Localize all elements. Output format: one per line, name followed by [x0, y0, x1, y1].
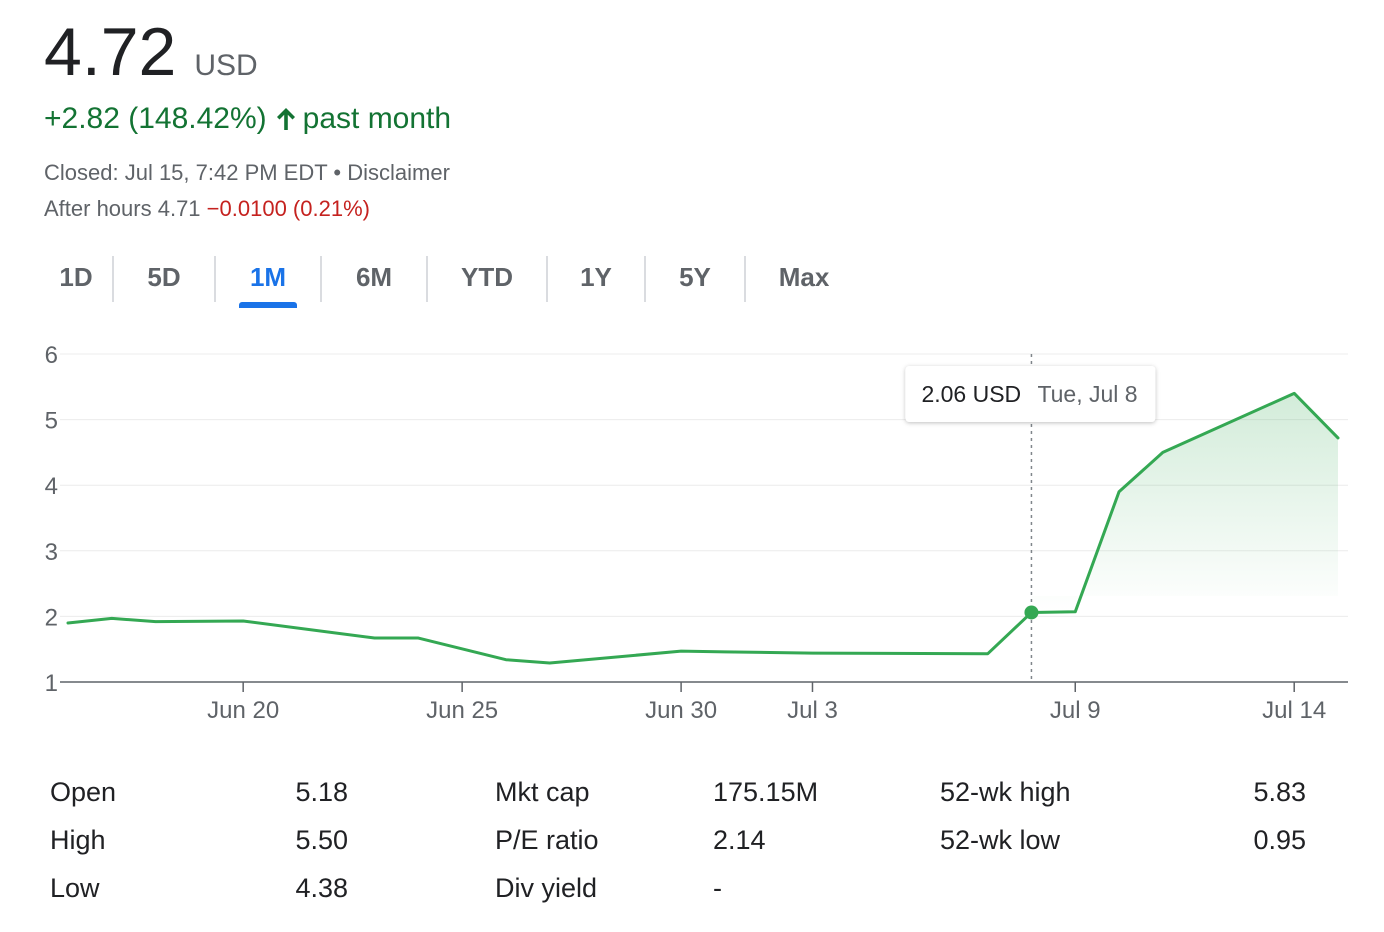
stat-label: P/E ratio: [495, 824, 599, 855]
tab-divider: [426, 256, 428, 302]
stat-value: 175.15M: [713, 776, 819, 807]
price-value: 4.72: [44, 14, 177, 90]
stat-label: Mkt cap: [495, 776, 590, 807]
x-tick-label: Jul 14: [1262, 697, 1326, 724]
x-tick-label: Jul 9: [1050, 697, 1101, 724]
tab-1y[interactable]: 1Y: [580, 262, 612, 292]
meta-separator: •: [333, 160, 342, 185]
stat-div-yield: Div yield -: [495, 864, 825, 912]
disclaimer-link[interactable]: Disclaimer: [347, 160, 450, 185]
stat-label: Low: [50, 872, 100, 903]
stat-value: 2.14: [713, 824, 766, 855]
stat-value: 5.18: [295, 776, 348, 807]
price-currency: USD: [194, 49, 258, 82]
tab-max[interactable]: Max: [778, 262, 830, 292]
after-hours-label: After hours 4.71: [44, 196, 201, 221]
y-tick-label: 5: [45, 408, 58, 435]
tooltip-value: 2.06 USD: [921, 381, 1021, 407]
stat-low: Low 4.38: [50, 864, 348, 912]
tooltip-box: [905, 366, 1156, 422]
x-tick-label: Jun 25: [426, 697, 498, 724]
stats-column-2: Mkt cap 175.15M P/E ratio 2.14 Div yield…: [495, 768, 825, 912]
tab-divider: [744, 256, 746, 302]
tab-divider: [644, 256, 646, 302]
tab-divider: [546, 256, 548, 302]
tab-divider: [214, 256, 216, 302]
stat-value: 4.38: [295, 872, 348, 903]
y-tick-label: 6: [45, 342, 58, 369]
stats-column-3: 52-wk high 5.83 52-wk low 0.95: [940, 768, 1306, 864]
tab-6m[interactable]: 6M: [355, 262, 393, 292]
stat-label: High: [50, 824, 106, 855]
y-tick-label: 2: [45, 604, 58, 631]
tab-5y[interactable]: 5Y: [679, 262, 711, 292]
stat-value: 0.95: [1253, 824, 1306, 855]
price-line: [66, 391, 1340, 665]
stat-value: -: [713, 872, 722, 903]
tab-ytd[interactable]: YTD: [461, 262, 513, 292]
tab-5d[interactable]: 5D: [147, 262, 181, 292]
y-tick-label: 4: [45, 473, 58, 500]
price-chart[interactable]: 1 2 3 4 5 6 Jun 20 Jun 25 Jun 30 Jul 3 Jul 9 Jul 14…: [0, 330, 1384, 740]
arrow-up-icon: [276, 108, 295, 130]
stat-label: Open: [50, 776, 117, 807]
hover-point: [1024, 605, 1039, 620]
stats-column-1: Open 5.18 High 5.50 Low 4.38: [50, 768, 348, 912]
closed-info: Closed: Jul 15, 7:42 PM EDT • Disclaimer: [44, 160, 450, 186]
stat-open: Open 5.18: [50, 768, 348, 816]
tab-1m[interactable]: 1M: [216, 250, 320, 308]
stat-label: 52-wk high: [940, 776, 1071, 807]
tab-1d[interactable]: 1D: [59, 262, 93, 292]
stat-pe-ratio: P/E ratio 2.14: [495, 816, 825, 864]
stat-high: High 5.50: [50, 816, 348, 864]
stat-value: 5.50: [295, 824, 348, 855]
tooltip: 2.06 USD Tue, Jul 8: [905, 366, 1156, 422]
stat-label: 52-wk low: [940, 824, 1061, 855]
change-text: +2.82 (148.42%): [44, 102, 267, 135]
price-display: 4.72 USD: [44, 14, 258, 90]
x-tick-label: Jun 20: [207, 697, 279, 724]
price-change: +2.82 (148.42%) past month: [44, 102, 451, 136]
tab-divider: [112, 256, 114, 302]
x-tick-label: Jun 30: [645, 697, 717, 724]
stat-label: Div yield: [495, 872, 598, 903]
stat-52wk-low: 52-wk low 0.95: [940, 816, 1306, 864]
after-hours-change: −0.0100 (0.21%): [206, 196, 370, 221]
y-tick-label: 1: [45, 670, 58, 697]
change-period: past month: [302, 102, 452, 135]
after-hours-info: After hours 4.71 −0.0100 (0.21%): [44, 196, 370, 222]
closed-text: Closed: Jul 15, 7:42 PM EDT: [44, 160, 328, 185]
price-area: [1031, 393, 1338, 613]
tab-divider: [320, 256, 322, 302]
tooltip-date: Tue, Jul 8: [1037, 381, 1137, 407]
stat-mkt-cap: Mkt cap 175.15M: [495, 768, 825, 816]
x-tick-label: Jul 3: [787, 697, 838, 724]
range-tabs: 1D 5D 1M 6M YTD 1Y 5Y Max: [40, 250, 862, 308]
stat-value: 5.83: [1253, 776, 1306, 807]
stat-52wk-high: 52-wk high 5.83: [940, 768, 1306, 816]
y-tick-label: 3: [45, 539, 58, 566]
